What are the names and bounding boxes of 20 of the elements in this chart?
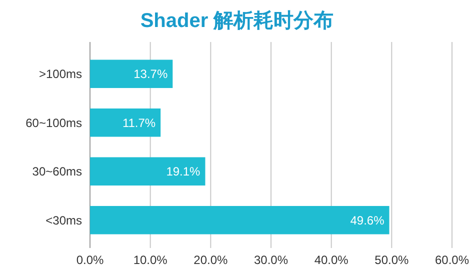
y-tick-label: 30~60ms xyxy=(32,164,82,179)
x-tick-label: 20.0% xyxy=(194,253,228,267)
chart-title: Shader 解析耗时分布 xyxy=(140,10,334,32)
y-tick-label: <30ms xyxy=(46,213,82,228)
y-tick-label: >100ms xyxy=(38,67,82,82)
x-tick-label: 0.0% xyxy=(76,253,104,267)
data-label: 19.1% xyxy=(166,164,201,179)
x-tick-label: 10.0% xyxy=(133,253,168,267)
x-tick-label: 50.0% xyxy=(374,253,410,267)
y-tick-label: 60~100ms xyxy=(26,116,82,130)
x-tick-label: 30.0% xyxy=(254,253,288,267)
bar xyxy=(90,108,161,137)
bar xyxy=(90,60,173,88)
x-tick-label: 60.0% xyxy=(434,253,470,267)
bar xyxy=(90,206,390,234)
data-label: 11.7% xyxy=(122,116,156,130)
data-label: 49.6% xyxy=(350,213,385,228)
bar xyxy=(90,157,206,186)
data-label: 13.7% xyxy=(134,67,168,82)
x-tick-label: 40.0% xyxy=(314,253,349,267)
